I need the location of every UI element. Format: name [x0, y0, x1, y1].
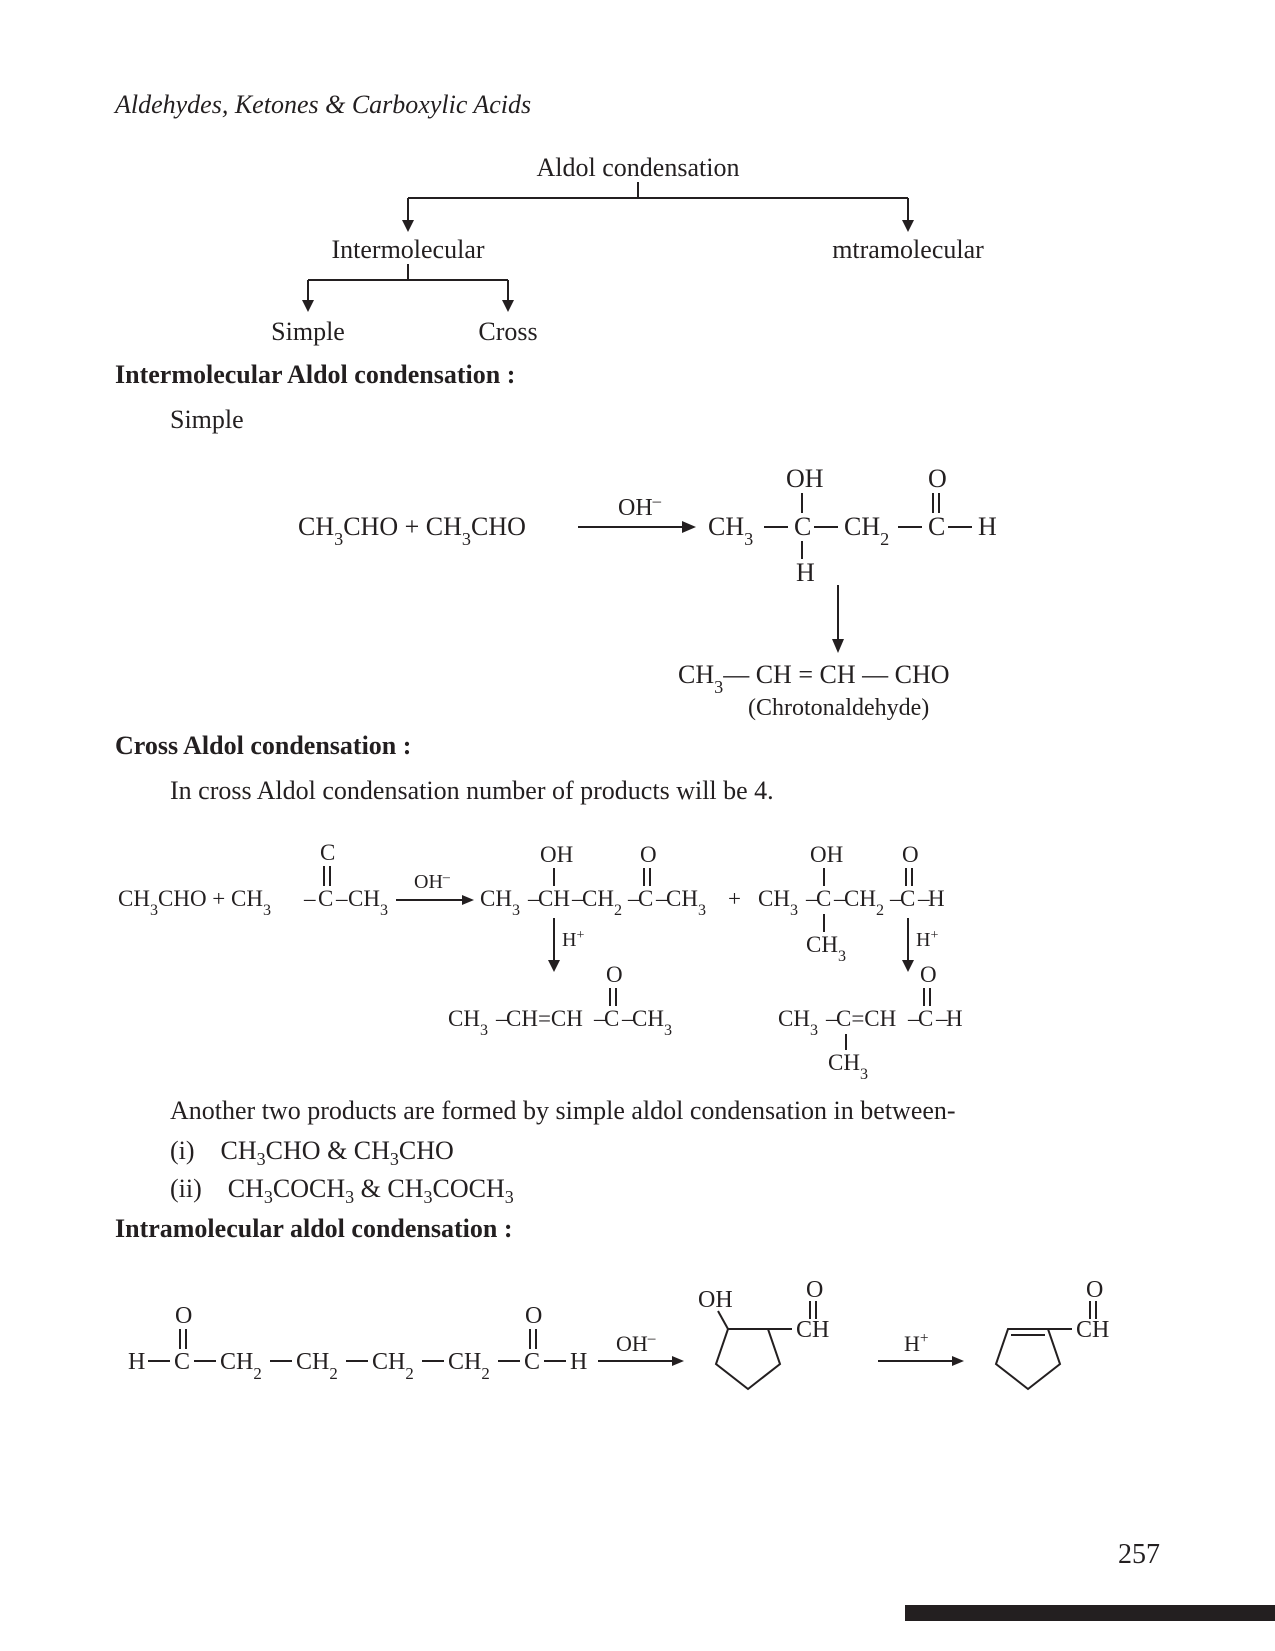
- figure-intramolecular-aldol: H C O CH2 CH2 CH2 CH2 C O H OH–: [118, 1259, 1158, 1429]
- svg-text:O: O: [902, 842, 919, 867]
- svg-text:O: O: [920, 962, 937, 987]
- tree-left-right: Cross: [478, 317, 537, 346]
- svg-text:O: O: [806, 1277, 823, 1303]
- svg-text:–: –: [335, 886, 348, 911]
- svg-text:C: C: [816, 886, 831, 911]
- heading-cross: Cross Aldol condensation :: [115, 731, 1160, 761]
- chapter-title: Aldehydes, Ketones & Carboxylic Acids: [115, 90, 1160, 120]
- tree-root: Aldol condensation: [536, 153, 739, 182]
- aldol-classification-tree: Aldol condensation Intermolecular mtramo…: [188, 150, 1088, 350]
- svg-text:CH2: CH2: [448, 1349, 490, 1383]
- svg-text:C: C: [638, 886, 653, 911]
- simple-product-2: CH3— CH = CH — CHO: [678, 660, 950, 697]
- svg-text:H: H: [796, 558, 815, 587]
- svg-text:CH3: CH3: [806, 932, 846, 965]
- page-number: 257: [1118, 1539, 1160, 1571]
- svg-text:C: C: [524, 1349, 540, 1375]
- svg-text:CH3: CH3: [778, 1006, 818, 1039]
- svg-text:O: O: [640, 842, 657, 867]
- svg-text:OH: OH: [786, 464, 824, 493]
- svg-text:H: H: [946, 1006, 963, 1031]
- list-item-ii: (ii) CH3COCH3 & CH3COCH3: [170, 1174, 1160, 1208]
- svg-text:C=CH: C=CH: [836, 1006, 896, 1031]
- svg-text:C: C: [928, 512, 945, 541]
- svg-text:C: C: [794, 512, 811, 541]
- svg-text:OH: OH: [698, 1287, 733, 1313]
- footer-bar: [905, 1605, 1275, 1621]
- svg-text:+: +: [728, 886, 741, 911]
- svg-text:C: C: [318, 886, 333, 911]
- svg-text:CH3: CH3: [632, 1006, 672, 1039]
- svg-text:CH2: CH2: [372, 1349, 414, 1383]
- tree-right: mtramolecular: [832, 235, 984, 264]
- tree-left: Intermolecular: [331, 235, 484, 264]
- svg-text:H: H: [978, 512, 997, 541]
- label-simple: Simple: [170, 405, 1160, 435]
- svg-text:OH–: OH–: [616, 1330, 656, 1357]
- svg-text:CH3: CH3: [480, 886, 520, 919]
- figure-simple-aldol: CH3CHO + CH3CHO OH– CH3 C OH H CH2 C O H: [188, 435, 1088, 725]
- svg-text:OH–: OH–: [414, 870, 451, 894]
- svg-text:CH3: CH3: [448, 1006, 488, 1039]
- svg-text:CH3CHO + CH3: CH3CHO + CH3: [118, 886, 271, 919]
- svg-text:CH2: CH2: [844, 886, 884, 919]
- svg-text:O: O: [606, 962, 623, 987]
- simple-reagent: OH–: [618, 491, 662, 522]
- svg-text:CH3: CH3: [348, 886, 388, 919]
- figure-cross-aldol: CH3CHO + CH3 – C C – CH3 OH– CH3 – CH OH…: [118, 816, 1158, 1086]
- svg-text:H: H: [128, 1349, 145, 1375]
- svg-text:CH3: CH3: [758, 886, 798, 919]
- svg-text:C: C: [918, 1006, 933, 1031]
- svg-text:O: O: [525, 1303, 542, 1329]
- svg-text:O: O: [928, 464, 947, 493]
- list-ii-prefix: (ii): [170, 1174, 202, 1203]
- list-i-prefix: (i): [170, 1136, 195, 1165]
- svg-text:C: C: [174, 1349, 190, 1375]
- svg-text:CH3: CH3: [708, 512, 753, 549]
- svg-text:C: C: [604, 1006, 619, 1031]
- list-item-i: (i) CH3CHO & CH3CHO: [170, 1136, 1160, 1170]
- svg-text:C: C: [320, 840, 335, 865]
- svg-text:CH2: CH2: [296, 1349, 338, 1383]
- svg-text:H+: H+: [904, 1330, 929, 1357]
- svg-text:CH3: CH3: [666, 886, 706, 919]
- simple-reactants: CH3CHO + CH3CHO: [298, 512, 526, 549]
- tree-left-left: Simple: [271, 317, 345, 346]
- svg-text:CH=CH: CH=CH: [506, 1006, 583, 1031]
- svg-text:CH: CH: [1076, 1317, 1109, 1343]
- svg-text:CH2: CH2: [582, 886, 622, 919]
- cross-intro-text: In cross Aldol condensation number of pr…: [170, 776, 1160, 806]
- svg-text:CH: CH: [538, 886, 570, 911]
- svg-text:CH3: CH3: [828, 1050, 868, 1083]
- svg-text:CH2: CH2: [844, 512, 889, 549]
- svg-text:CH: CH: [796, 1317, 829, 1343]
- svg-text:H: H: [570, 1349, 587, 1375]
- heading-intramolecular: Intramolecular aldol condensation :: [115, 1214, 1160, 1244]
- heading-intermolecular: Intermolecular Aldol condensation :: [115, 360, 1160, 390]
- simple-product-2-name: (Chrotonaldehyde): [748, 695, 929, 721]
- svg-text:H+: H+: [562, 928, 584, 952]
- svg-text:H: H: [928, 886, 945, 911]
- svg-text:–: –: [303, 886, 316, 911]
- svg-text:OH: OH: [540, 842, 573, 867]
- another-products-intro: Another two products are formed by simpl…: [170, 1096, 1160, 1126]
- svg-text:O: O: [1086, 1277, 1103, 1303]
- svg-text:CH2: CH2: [220, 1349, 262, 1383]
- svg-text:O: O: [175, 1303, 192, 1329]
- svg-text:H+: H+: [916, 928, 938, 952]
- svg-text:C: C: [900, 886, 915, 911]
- svg-text:OH: OH: [810, 842, 843, 867]
